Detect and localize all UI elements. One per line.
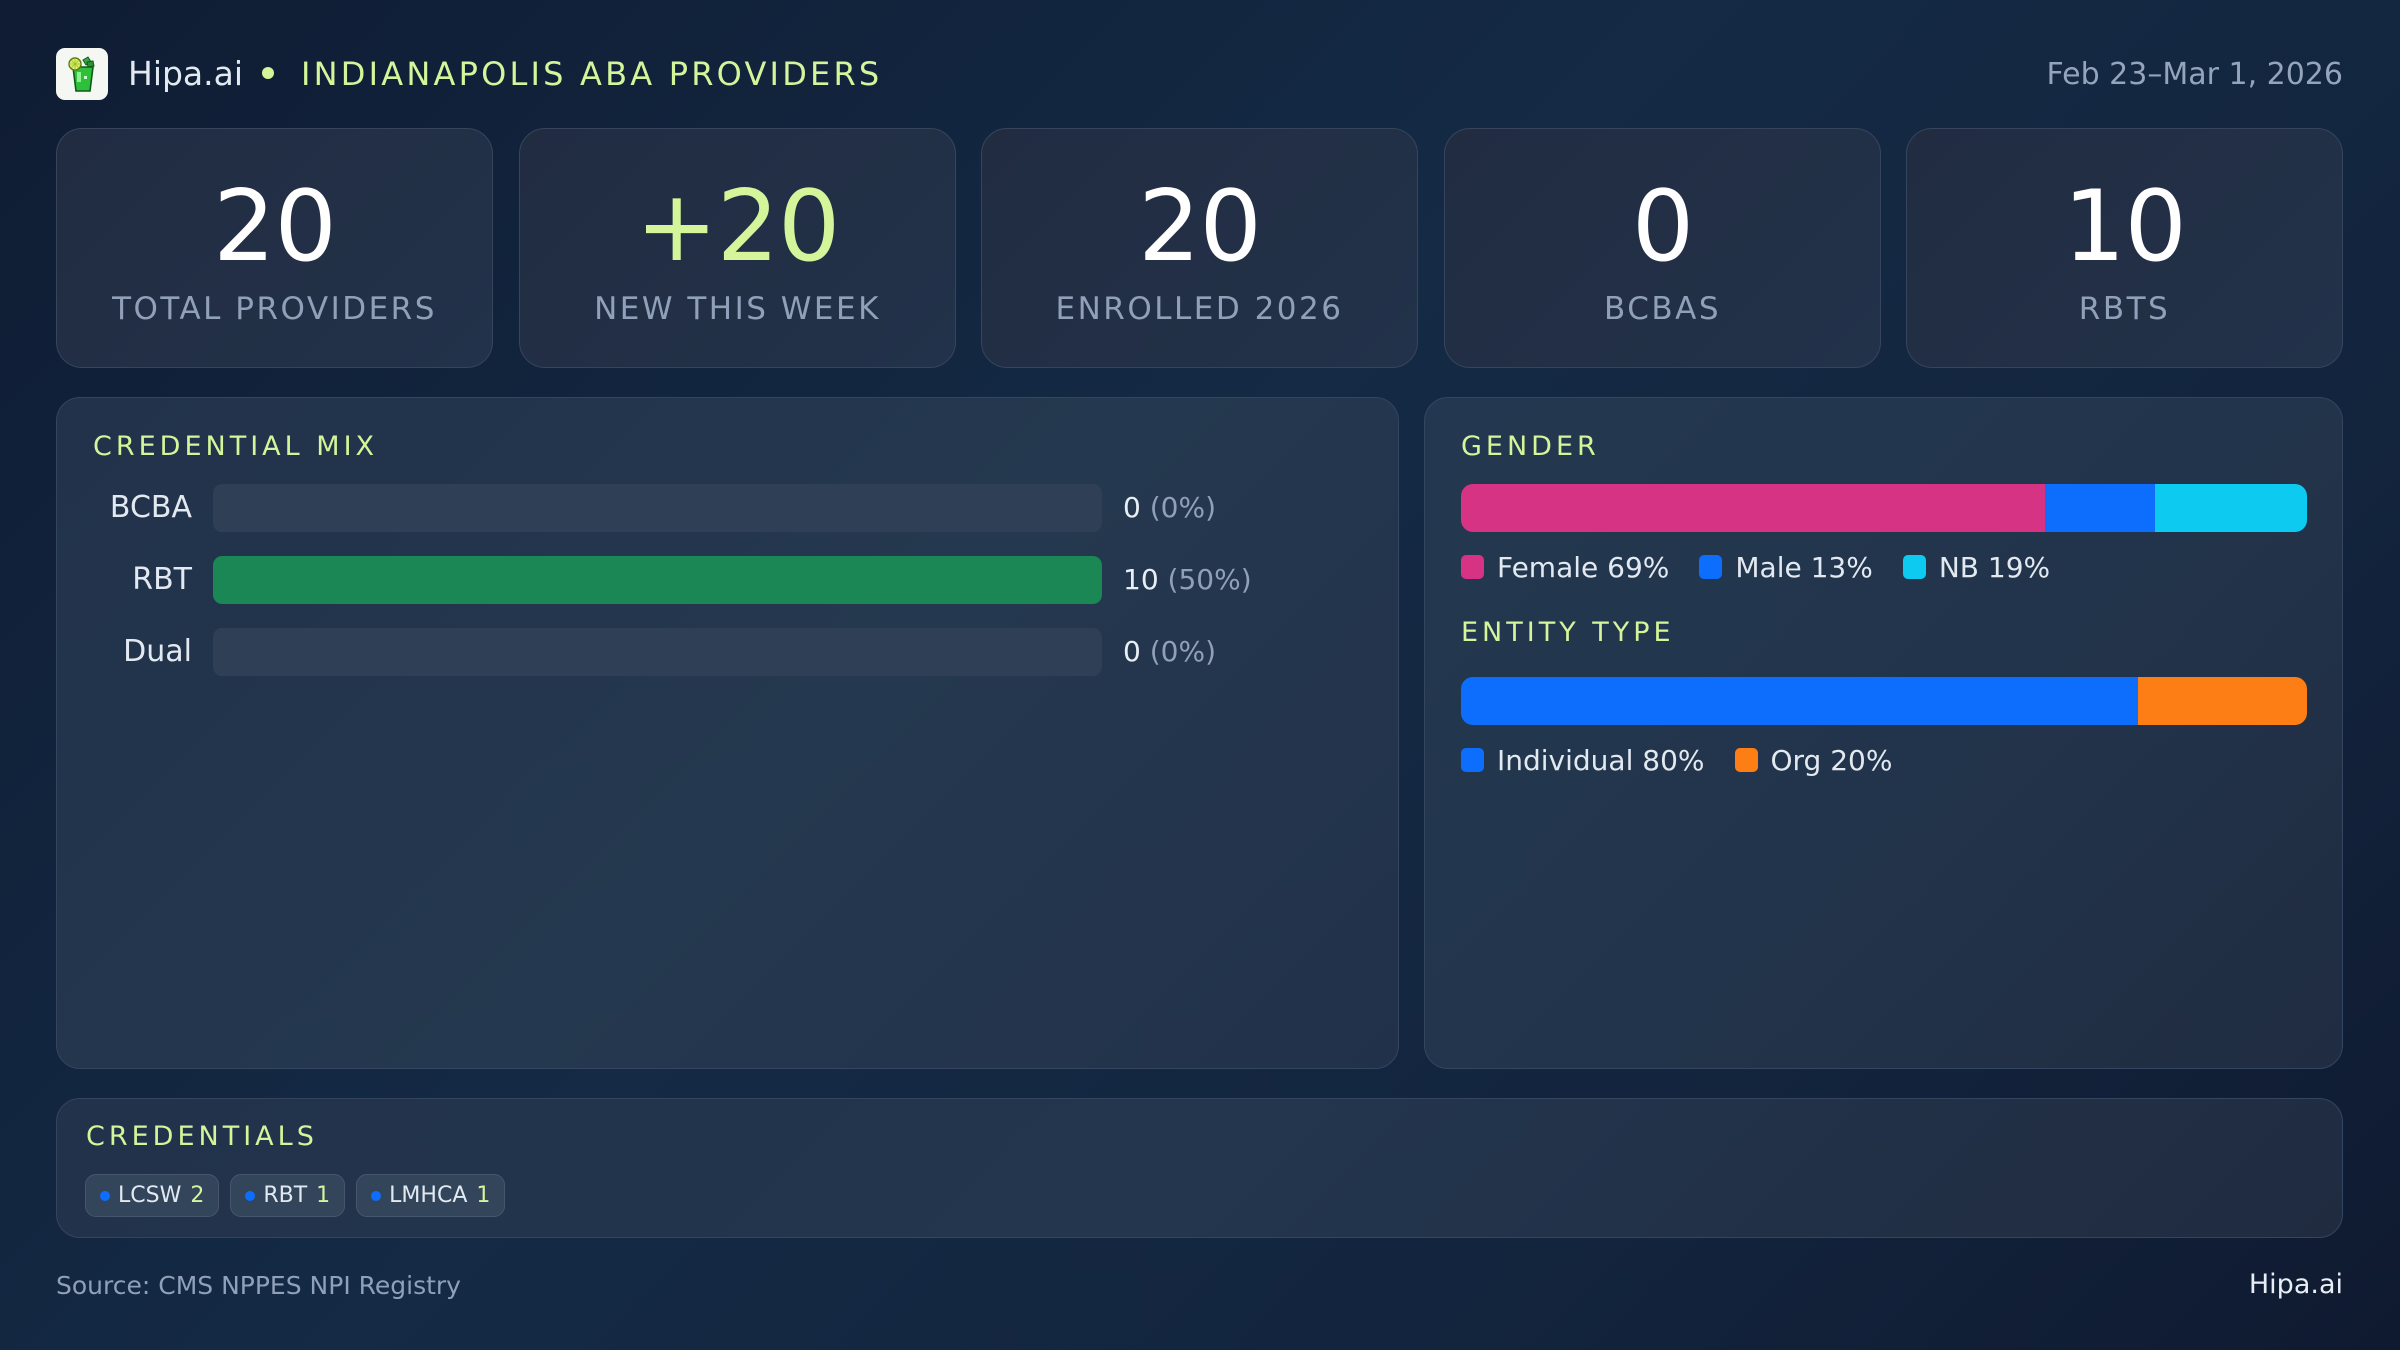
source-note: Source: CMS NPPES NPI Registry [56,1271,461,1300]
stat-value: 20 [213,170,337,284]
legend-swatch [1461,555,1484,579]
pill-name: RBT [263,1183,308,1208]
gender-title: GENDER [1461,431,1600,462]
footer-brand: Hipa.ai [2248,1269,2343,1300]
gender-segment-female [1461,484,2045,532]
credential-bar-track [213,484,1102,532]
mojito-glass-icon [68,56,95,92]
legend-item-org: Org 20% [1734,743,1893,777]
legend-swatch [1734,748,1758,772]
legend-swatch [1902,555,1926,579]
credential-row-bcba: BCBA 0 (0%) [56,484,1256,532]
legend-item-nb: NB 19% [1902,550,2051,584]
credential-pill-rbt[interactable]: RBT 1 [230,1174,346,1217]
stat-card-total-providers: 20 TOTAL PROVIDERS [56,128,493,368]
credential-pill-lmhca[interactable]: LMHCA 1 [356,1174,506,1217]
stat-card-rbts: 10 RBTS [1906,128,2343,368]
entity-type-title: ENTITY TYPE [1461,617,1675,648]
stat-card-bcbas: 0 BCBAS [1444,128,1881,368]
credential-percent: (0%) [1149,491,1217,524]
stat-value: +20 [635,170,841,284]
stat-label: TOTAL PROVIDERS [112,291,437,327]
credential-label: BCBA [109,490,192,525]
gender-segment-nb [2154,484,2307,532]
pill-name: LMHCA [389,1183,468,1208]
credential-label: Dual [123,634,192,669]
credential-pill-lcsw[interactable]: LCSW 2 [85,1174,220,1217]
stat-label: ENROLLED 2026 [1055,291,1344,327]
credentials-panel [56,1098,2343,1238]
legend-label: Female 69% [1497,550,1670,584]
pill-count: 1 [476,1183,491,1208]
credential-row-dual: Dual 0 (0%) [56,628,1256,676]
logo [56,48,108,100]
credential-bar-track [213,556,1102,604]
pill-name: LCSW [118,1183,182,1208]
credential-pills: LCSW 2 RBT 1 LMHCA 1 [85,1174,516,1217]
stat-value: 10 [2063,170,2187,284]
credential-mix-title: CREDENTIAL MIX [93,431,379,462]
gender-stacked-bar [1461,484,2307,532]
credential-percent: (50%) [1167,563,1252,596]
stat-label: NEW THIS WEEK [594,291,881,327]
credential-percent: (0%) [1149,635,1217,668]
stat-value: 0 [1631,170,1694,284]
entity-type-stacked-bar [1461,677,2307,725]
credential-bar-fill [213,556,1102,604]
stat-card-enrolled-2026: 20 ENROLLED 2026 [981,128,1418,368]
credentials-title: CREDENTIALS [86,1121,318,1152]
legend-label: NB 19% [1938,550,2051,584]
separator-dot [262,67,274,79]
entity-segment-individual [1461,677,2138,725]
credential-value: 0 (0%) [1123,484,1216,532]
credential-value: 0 (0%) [1123,628,1216,676]
legend-swatch [1699,555,1723,579]
credential-count: 10 [1123,563,1159,596]
dot-icon [245,1190,256,1201]
legend-label: Org 20% [1770,743,1893,777]
brand-name: Hipa.ai [128,54,244,93]
legend-item-female: Female 69% [1461,551,1669,584]
entity-type-legend: Individual 80% Org 20% [1461,743,1922,777]
credential-value: 10 (50%) [1123,556,1252,604]
legend-item-male: Male 13% [1699,550,1873,584]
dot-icon [100,1190,110,1201]
date-range: Feb 23–Mar 1, 2026 [2046,57,2343,92]
stat-card-new-this-week: +20 NEW THIS WEEK [519,128,956,368]
stat-label: BCBAS [1603,291,1722,327]
credential-count: 0 [1123,635,1141,668]
pill-count: 1 [316,1183,331,1208]
stat-value: 20 [1138,170,1262,284]
credential-count: 0 [1123,491,1141,524]
gender-legend: Female 69% Male 13% NB 19% [1461,550,2080,584]
entity-segment-org [2137,677,2307,725]
legend-label: Male 13% [1735,550,1873,584]
legend-swatch [1461,748,1484,772]
gender-segment-male [2044,484,2155,532]
page-title: INDIANAPOLIS ABA PROVIDERS [301,55,883,93]
legend-item-individual: Individual 80% [1461,744,1705,777]
credential-label: RBT [132,562,192,597]
stat-label: RBTS [2078,291,2171,327]
pill-count: 2 [190,1183,205,1208]
legend-label: Individual 80% [1497,743,1705,777]
credential-row-rbt: RBT 10 (50%) [56,556,1256,604]
dot-icon [371,1190,382,1201]
credential-bar-track [213,628,1102,676]
